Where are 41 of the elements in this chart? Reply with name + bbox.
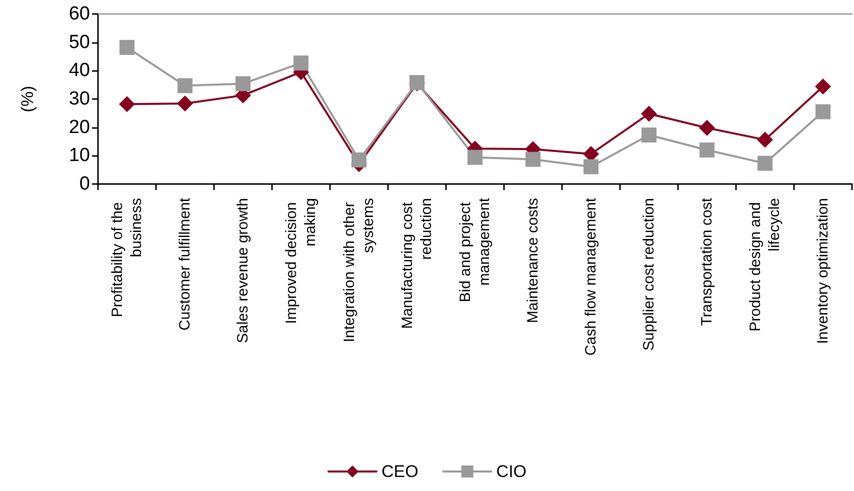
x-tick-label: Product design and lifecycle [747,198,783,332]
x-tick-label: Cash flow management [582,197,600,356]
point [642,127,656,142]
point [641,106,657,122]
point [294,56,308,71]
x-tick-label: Manufacturing cost reduction [399,198,435,329]
point [352,152,366,168]
point [584,159,598,174]
x-tick-label: Inventory optimization [814,198,832,344]
x-tick-label: Improved decision making [283,198,319,324]
x-tick-label: Maintenance costs [524,198,542,324]
point [178,78,192,94]
point [177,96,193,112]
y-tick-label: 60 [68,4,90,24]
y-tick-label: 20 [68,116,90,138]
y-tick-label: 40 [68,60,90,82]
legend-label: CIO [496,462,527,481]
x-tick-label: Integration with other systems [341,198,377,342]
y-tick-label: 10 [68,145,90,166]
legend-label: CEO [381,462,418,481]
x-tick-label: Supplier cost reduction [640,198,658,351]
y-tick-label: 0 [79,174,90,194]
point [468,150,482,165]
point [120,40,134,55]
y-axis-title: (%) [18,86,37,112]
point [236,76,250,92]
point [526,152,540,167]
point [119,96,135,112]
x-tick-label: Transportation cost [698,197,716,326]
y-tick-label: 30 [68,88,90,110]
x-tick-label: Sales revenue growth [234,198,252,344]
x-tick-label: Bid and project management [457,197,493,302]
point [816,104,830,120]
x-tick-label: Customer fulfillment [176,197,194,331]
point [815,78,831,95]
x-tick-label: Profitability of the business [109,198,145,318]
point [699,120,715,136]
point [758,156,772,171]
y-tick-label: 50 [68,32,90,53]
point [757,132,773,148]
point [700,142,714,158]
